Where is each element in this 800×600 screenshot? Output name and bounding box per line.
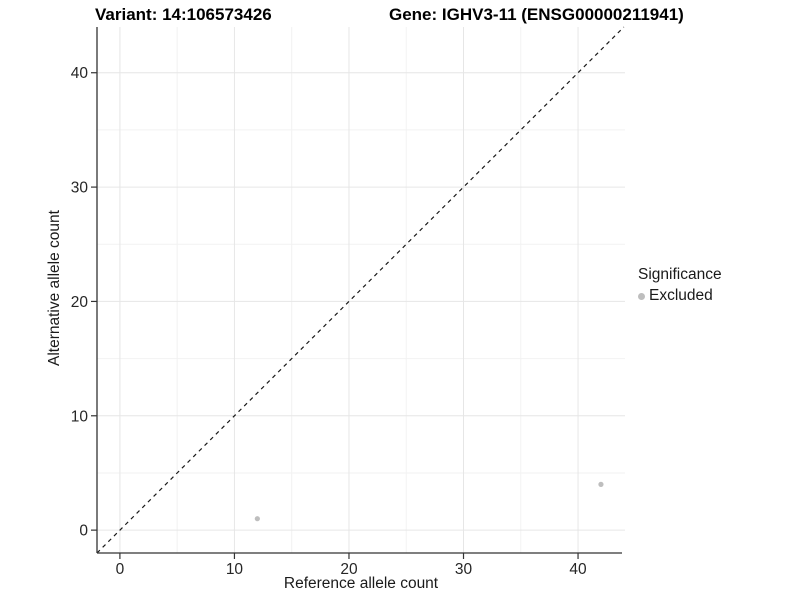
gene-title: Gene: IGHV3-11 (ENSG00000211941) bbox=[389, 5, 684, 24]
y-tick-label: 40 bbox=[71, 65, 89, 82]
variant-title: Variant: 14:106573426 bbox=[95, 5, 272, 24]
y-tick-label: 10 bbox=[71, 408, 89, 425]
x-tick-label: 0 bbox=[116, 561, 125, 578]
data-point bbox=[598, 481, 604, 487]
legend: Significance Excluded bbox=[638, 266, 722, 305]
x-tick-label: 30 bbox=[455, 561, 473, 578]
x-axis-title: Reference allele count bbox=[283, 575, 439, 592]
y-axis-title: Alternative allele count bbox=[46, 210, 63, 366]
legend-item-excluded: Excluded bbox=[638, 287, 722, 305]
y-tick-label: 20 bbox=[71, 294, 89, 311]
x-tick-label: 10 bbox=[226, 561, 244, 578]
data-point bbox=[254, 516, 260, 522]
identity-dashed-line bbox=[96, 26, 625, 554]
x-tick-label: 40 bbox=[569, 561, 587, 578]
legend-item-label: Excluded bbox=[649, 287, 713, 304]
y-tick-label: 0 bbox=[79, 523, 88, 540]
y-tick-label: 30 bbox=[71, 180, 89, 197]
x-tick-label: 20 bbox=[340, 561, 358, 578]
excluded-point-icon bbox=[638, 292, 645, 300]
legend-title: Significance bbox=[638, 266, 722, 283]
